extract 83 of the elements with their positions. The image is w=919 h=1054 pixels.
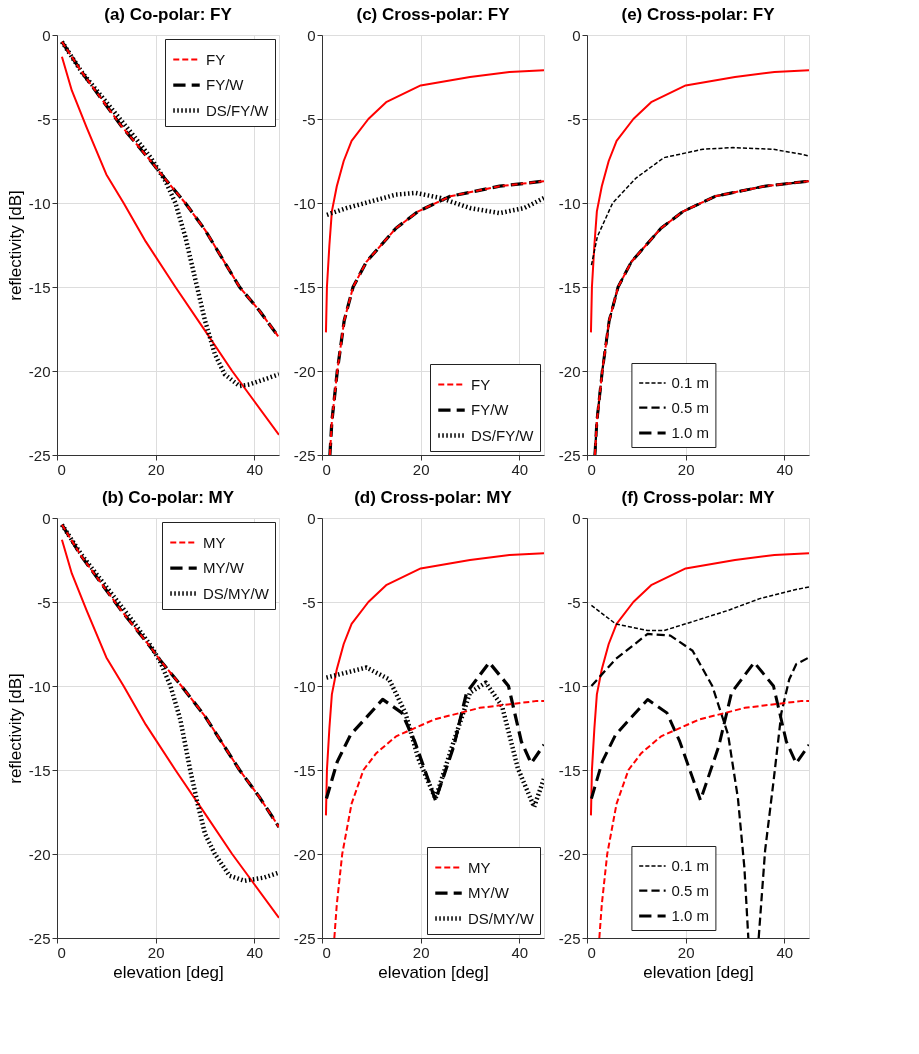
y-tick-label: -25 (28, 446, 51, 464)
y-tick-label: -20 (558, 845, 581, 863)
y-tick-label: -20 (28, 845, 51, 863)
y-tick-label: -25 (558, 446, 581, 464)
x-tick-label: 40 (246, 460, 264, 478)
x-tick-label: 40 (776, 943, 794, 961)
legend-label: DS/MY/W (203, 584, 270, 602)
y-tick-label: -20 (293, 845, 316, 863)
x-tick-label: 0 (57, 460, 66, 478)
y-tick-label: -5 (302, 110, 316, 128)
y-tick-label: -20 (558, 362, 581, 380)
x-tick-label: 20 (677, 943, 695, 961)
x-tick-label: 40 (511, 460, 529, 478)
y-tick-label: -25 (558, 929, 581, 947)
legend-label: 0.1 m (671, 857, 709, 874)
y-tick-label: -15 (293, 761, 316, 779)
y-tick-label: -25 (293, 446, 316, 464)
y-tick-label: 0 (307, 509, 316, 527)
x-tick-label: 40 (246, 943, 264, 961)
chart-title: (b) Co-polar: MY (101, 488, 235, 507)
y-tick-label: -5 (302, 593, 316, 611)
y-tick-label: -5 (37, 593, 51, 611)
y-tick-label: -5 (37, 110, 51, 128)
x-tick-label: 0 (322, 943, 331, 961)
y-tick-label: -10 (558, 194, 581, 212)
x-tick-label: 0 (587, 943, 596, 961)
legend-label: DS/MY/W (468, 909, 535, 927)
chart-title: (c) Cross-polar: FY (356, 5, 511, 24)
y-tick-label: -5 (567, 110, 581, 128)
y-tick-label: -20 (293, 362, 316, 380)
legend-label: 1.0 m (671, 907, 709, 924)
y-tick-label: -25 (293, 929, 316, 947)
chart-title: (d) Cross-polar: MY (354, 488, 513, 507)
chart-title: (f) Cross-polar: MY (621, 488, 776, 507)
legend-label: FY/W (471, 401, 510, 418)
x-tick-label: 40 (511, 943, 529, 961)
chart-title: (a) Co-polar: FY (104, 5, 233, 24)
y-tick-label: 0 (572, 509, 581, 527)
legend-label: FY (471, 375, 491, 393)
y-tick-label: -25 (28, 929, 51, 947)
y-tick-label: -10 (28, 677, 51, 695)
y-tick-label: 0 (42, 509, 51, 527)
x-axis-title: elevation [deg] (113, 962, 224, 982)
legend-label: FY (206, 50, 226, 68)
y-tick-label: -5 (567, 593, 581, 611)
legend-label: MY/W (468, 884, 510, 901)
x-tick-label: 20 (412, 460, 430, 478)
legend-label: 0.1 m (671, 374, 709, 391)
y-tick-label: -15 (28, 761, 51, 779)
legend-label: 0.5 m (671, 881, 709, 899)
legend-label: DS/FY/W (471, 426, 535, 444)
x-tick-label: 20 (677, 460, 695, 478)
x-tick-label: 0 (57, 943, 66, 961)
y-axis-title: reflectivity [dB] (5, 673, 25, 784)
y-tick-label: -20 (28, 362, 51, 380)
x-axis-title: elevation [deg] (643, 962, 754, 982)
y-tick-label: -15 (28, 278, 51, 296)
y-tick-label: -15 (293, 278, 316, 296)
y-tick-label: -10 (558, 677, 581, 695)
x-tick-label: 20 (412, 943, 430, 961)
y-tick-label: 0 (307, 26, 316, 44)
x-tick-label: 0 (322, 460, 331, 478)
y-tick-label: -10 (293, 677, 316, 695)
legend-label: DS/FY/W (206, 101, 270, 119)
x-tick-label: 0 (587, 460, 596, 478)
x-tick-label: 20 (147, 460, 165, 478)
legend-label: 1.0 m (671, 424, 709, 441)
x-tick-label: 40 (776, 460, 794, 478)
chart-title: (e) Cross-polar: FY (621, 5, 776, 24)
y-tick-label: -15 (558, 278, 581, 296)
x-tick-label: 20 (147, 943, 165, 961)
x-axis-title: elevation [deg] (378, 962, 489, 982)
legend-label: MY (203, 533, 226, 551)
legend-label: FY/W (206, 76, 245, 93)
legend-label: 0.5 m (671, 398, 709, 416)
legend-label: MY (468, 858, 491, 876)
y-tick-label: 0 (42, 26, 51, 44)
y-tick-label: -10 (293, 194, 316, 212)
y-tick-label: -15 (558, 761, 581, 779)
y-tick-label: 0 (572, 26, 581, 44)
legend-label: MY/W (203, 559, 245, 576)
y-axis-title: reflectivity [dB] (5, 190, 25, 301)
y-tick-label: -10 (28, 194, 51, 212)
